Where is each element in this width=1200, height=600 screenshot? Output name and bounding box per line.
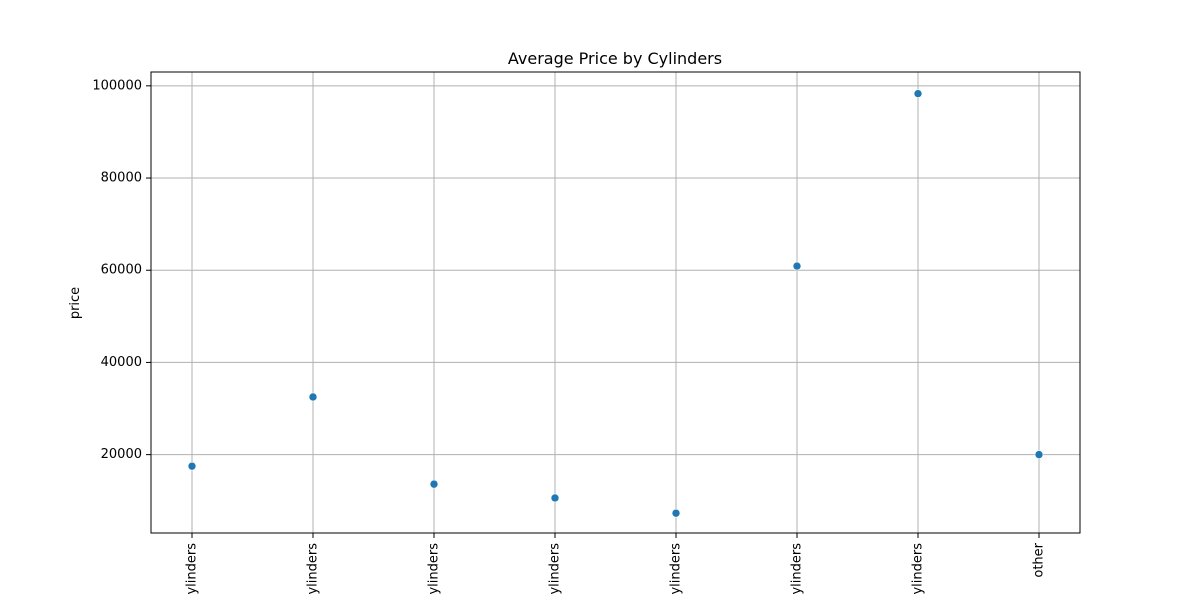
data-point	[1034, 450, 1044, 459]
x-tick-label: ylinders	[185, 543, 200, 595]
x-tick-label: ylinders	[669, 543, 684, 595]
x-tick-label: ylinders	[911, 543, 926, 595]
y-tick-label: 80000	[101, 171, 142, 186]
data-point	[550, 493, 560, 503]
data-point	[308, 392, 318, 402]
x-tick-label: other	[1032, 542, 1047, 577]
x-tick-label: ylinders	[790, 543, 805, 595]
marks-layer	[187, 89, 1044, 518]
plot-frame	[150, 71, 1081, 534]
y-axis-label: price	[68, 287, 83, 319]
x-tick-label: ylinders	[548, 543, 563, 595]
chart-title: Average Price by Cylinders	[508, 49, 722, 68]
x-tick-label: ylinders	[427, 543, 442, 595]
data-point	[792, 261, 802, 271]
y-tick-label: 40000	[101, 355, 142, 370]
data-point	[913, 89, 923, 98]
y-tick-label: 60000	[101, 263, 142, 278]
y-tick-label: 20000	[101, 447, 142, 462]
data-point	[187, 461, 197, 471]
ticks-layer: ylinders ylinders ylinders ylinders ylinders…	[92, 78, 1046, 594]
y-tick-label: 100000	[92, 78, 142, 93]
data-point	[671, 508, 681, 518]
x-tick-label: ylinders	[306, 543, 321, 595]
grid-layer	[151, 72, 1080, 533]
data-point	[429, 479, 439, 489]
